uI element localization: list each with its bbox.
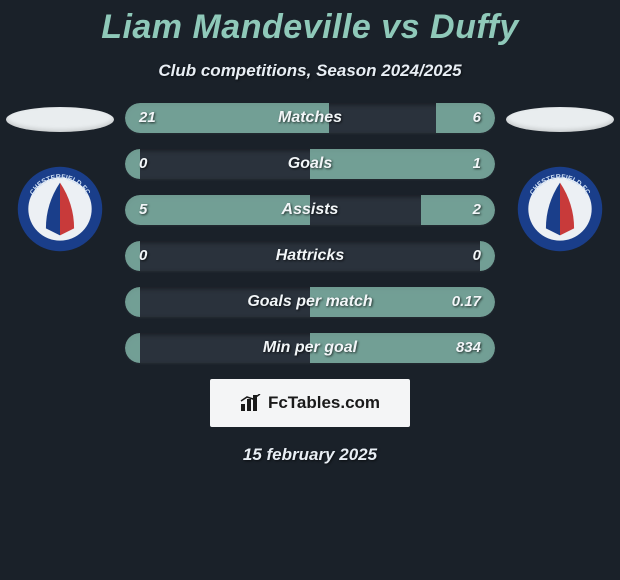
club-badge-left: CHESTERFIELD FC (16, 165, 104, 253)
stat-value-right: 834 (456, 333, 481, 363)
stat-row: 5Assists2 (125, 195, 495, 225)
stat-label: Goals per match (125, 287, 495, 317)
comparison-stage: CHESTERFIELD FC CHESTERFIELD FC 21Matche… (0, 103, 620, 363)
player-left-ellipse (6, 107, 114, 132)
stat-bars: 21Matches60Goals15Assists20Hattricks0Goa… (125, 103, 495, 363)
stat-value-right: 6 (473, 103, 481, 133)
stat-row: 0Hattricks0 (125, 241, 495, 271)
club-badge-right: CHESTERFIELD FC (516, 165, 604, 253)
stat-value-right: 1 (473, 149, 481, 179)
stat-value-right: 0 (473, 241, 481, 271)
stat-row: Goals per match0.17 (125, 287, 495, 317)
subtitle: Club competitions, Season 2024/2025 (0, 61, 620, 81)
stat-label: Min per goal (125, 333, 495, 363)
stat-label: Assists (125, 195, 495, 225)
footer-brand-text: FcTables.com (268, 393, 380, 413)
stat-label: Hattricks (125, 241, 495, 271)
stat-value-right: 2 (473, 195, 481, 225)
stat-row: 0Goals1 (125, 149, 495, 179)
stat-row: 21Matches6 (125, 103, 495, 133)
bars-icon (240, 394, 262, 412)
chesterfield-badge-icon: CHESTERFIELD FC (16, 165, 104, 253)
page-title: Liam Mandeville vs Duffy (0, 0, 620, 47)
player-right-ellipse (506, 107, 614, 132)
date: 15 february 2025 (0, 445, 620, 465)
chesterfield-badge-icon: CHESTERFIELD FC (516, 165, 604, 253)
stat-value-right: 0.17 (452, 287, 481, 317)
footer-brand: FcTables.com (210, 379, 410, 427)
stat-row: Min per goal834 (125, 333, 495, 363)
stat-label: Matches (125, 103, 495, 133)
stat-label: Goals (125, 149, 495, 179)
